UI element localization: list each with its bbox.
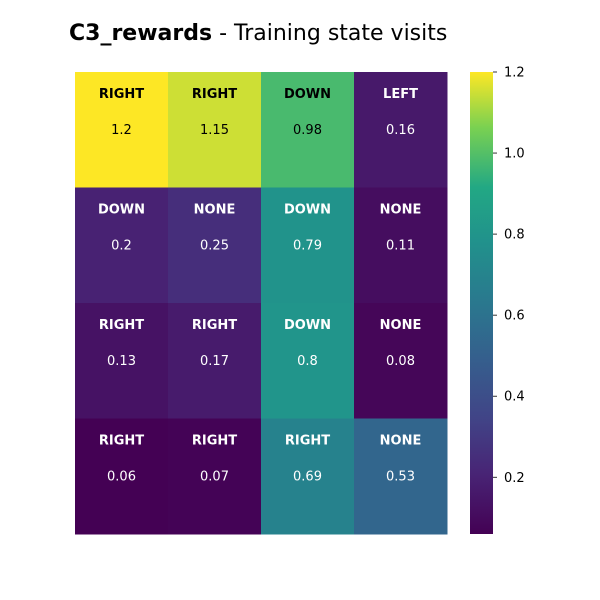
cell-value-label-r3-c0: 0.06 [107, 470, 136, 485]
cell-value-label-r1-c1: 0.25 [200, 239, 229, 254]
colorbar: 0.2 0.4 0.6 0.8 1.0 1.2 [470, 66, 525, 534]
chart-title-rest: - Training state visits [212, 21, 448, 46]
cell-value-label-r3-c1: 0.07 [200, 470, 229, 485]
cell-action-label-r2-c1: RIGHT [192, 318, 237, 333]
cell-value-label-r2-c2: 0.8 [297, 354, 318, 369]
colorbar-tick-label: 0.8 [504, 228, 525, 243]
colorbar-tick-label: 0.6 [504, 309, 525, 324]
cell-action-label-r0-c0: RIGHT [99, 87, 144, 102]
cell-value-label-r0-c1: 1.15 [200, 123, 229, 138]
heatmap-cell-r1-c1 [168, 187, 262, 304]
cell-value-label-r0-c3: 0.16 [386, 123, 415, 138]
chart-title-bold: C3_rewards [69, 21, 213, 46]
cell-action-label-r3-c2: RIGHT [285, 434, 330, 449]
chart-title: C3_rewards - Training state visits [69, 21, 447, 46]
heatmap-cell-r2-c0 [75, 303, 169, 419]
cell-action-label-r1-c3: NONE [380, 203, 422, 218]
colorbar-tick-label: 0.2 [504, 471, 525, 486]
cell-value-label-r1-c3: 0.11 [386, 239, 415, 254]
cell-value-label-r2-c0: 0.13 [107, 354, 136, 369]
heatmap-cell-r3-c0 [75, 418, 169, 535]
cell-action-label-r2-c0: RIGHT [99, 318, 144, 333]
cell-action-label-r3-c3: NONE [380, 434, 422, 449]
cell-action-label-r0-c3: LEFT [383, 87, 418, 102]
cell-action-label-r3-c1: RIGHT [192, 434, 237, 449]
cell-action-label-r1-c0: DOWN [98, 203, 145, 218]
heatmap-cell-r1-c2 [261, 187, 355, 304]
heatmap-cell-r0-c0 [75, 72, 169, 188]
colorbar-tick-label: 1.0 [504, 147, 525, 162]
cell-action-label-r1-c1: NONE [194, 203, 236, 218]
heatmap-cell-r2-c2 [261, 303, 355, 419]
heatmap-cell-r0-c1 [168, 72, 262, 188]
heatmap-cell-r2-c1 [168, 303, 262, 419]
cell-value-label-r2-c1: 0.17 [200, 354, 229, 369]
heatmap-cell-r0-c2 [261, 72, 355, 188]
cell-action-label-r2-c3: NONE [380, 318, 422, 333]
heatmap-cell-r1-c3 [354, 187, 448, 304]
colorbar-tick-label: 1.2 [504, 66, 525, 81]
heatmap-cells: RIGHT 1.2 RIGHT 1.15 DOWN 0.98 LEFT 0.16 DOWN 0.2… [75, 72, 448, 535]
heatmap-cell-r1-c0 [75, 187, 169, 304]
cell-value-label-r2-c3: 0.08 [386, 354, 415, 369]
cell-value-label-r3-c2: 0.69 [293, 470, 322, 485]
cell-value-label-r1-c0: 0.2 [111, 239, 132, 254]
cell-action-label-r3-c0: RIGHT [99, 434, 144, 449]
cell-action-label-r0-c2: DOWN [284, 87, 331, 102]
cell-action-label-r0-c1: RIGHT [192, 87, 237, 102]
cell-value-label-r3-c3: 0.53 [386, 470, 415, 485]
colorbar-gradient [470, 72, 493, 534]
heatmap-cell-r3-c2 [261, 418, 355, 535]
cell-action-label-r2-c2: DOWN [284, 318, 331, 333]
cell-value-label-r1-c2: 0.79 [293, 239, 322, 254]
heatmap-cell-r3-c1 [168, 418, 262, 535]
cell-value-label-r0-c0: 1.2 [111, 123, 132, 138]
heatmap-cell-r0-c3 [354, 72, 448, 188]
cell-action-label-r1-c2: DOWN [284, 203, 331, 218]
cell-value-label-r0-c2: 0.98 [293, 123, 322, 138]
colorbar-tick-label: 0.4 [504, 390, 525, 405]
heatmap-cell-r2-c3 [354, 303, 448, 419]
heatmap-cell-r3-c3 [354, 418, 448, 535]
